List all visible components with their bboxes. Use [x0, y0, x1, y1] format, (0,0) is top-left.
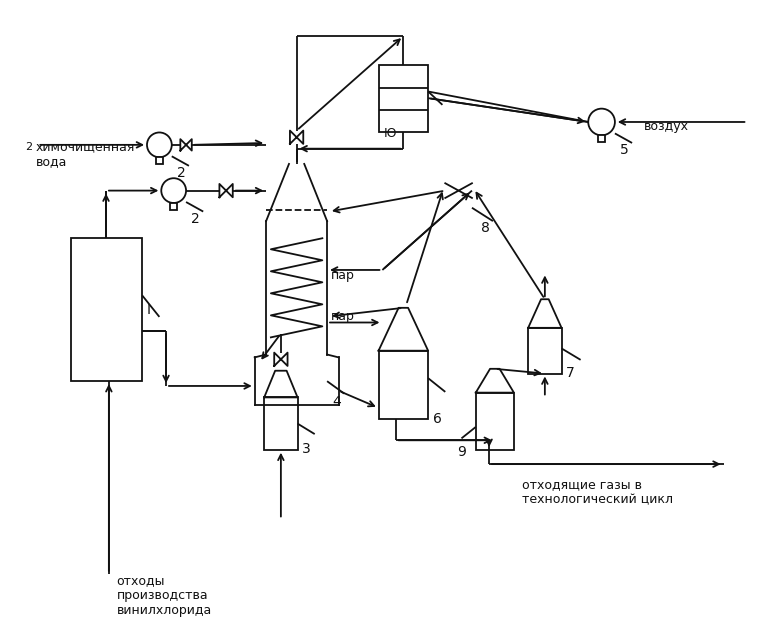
Circle shape	[147, 133, 172, 157]
Text: пар: пар	[331, 311, 355, 324]
Text: отходящие газы в
технологический цикл: отходящие газы в технологический цикл	[522, 479, 672, 507]
Bar	[378, 351, 428, 419]
Text: 4: 4	[332, 396, 341, 409]
Text: 8: 8	[481, 221, 491, 235]
Bar	[528, 328, 562, 374]
Text: 7: 7	[566, 366, 575, 380]
Text: 2: 2	[191, 211, 200, 226]
Text: отходы
производства
винилхлорида: отходы производства винилхлорида	[116, 574, 211, 617]
Bar	[155, 157, 163, 164]
Text: 6: 6	[433, 412, 441, 426]
Text: I: I	[147, 303, 151, 317]
Text: 2: 2	[176, 166, 186, 180]
Bar	[378, 65, 428, 131]
Text: 5: 5	[619, 143, 629, 157]
Text: 3: 3	[303, 442, 311, 456]
Text: химочищенная
вода: химочищенная вода	[35, 140, 135, 168]
Text: воздух: воздух	[644, 120, 689, 133]
Bar	[597, 135, 605, 142]
Text: 9: 9	[457, 445, 466, 459]
Bar	[71, 238, 142, 381]
Text: IO: IO	[383, 126, 397, 140]
Bar	[264, 397, 297, 450]
Bar	[476, 392, 514, 450]
Text: пар: пар	[331, 269, 355, 282]
Circle shape	[588, 108, 615, 135]
Text: 2: 2	[26, 142, 33, 152]
Circle shape	[161, 178, 186, 203]
Bar	[170, 203, 178, 210]
